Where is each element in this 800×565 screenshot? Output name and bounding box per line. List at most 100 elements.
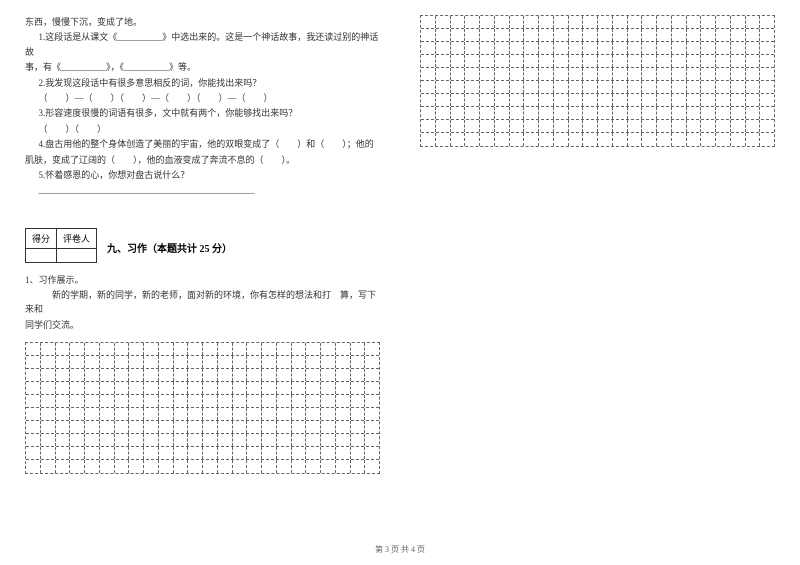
grid-cell [218, 460, 233, 473]
grid-cell [672, 16, 687, 28]
grid-cell [85, 382, 100, 394]
grid-cell [306, 460, 321, 473]
grid-cell [613, 94, 628, 106]
grid-cell [510, 81, 525, 93]
grid-cell [336, 356, 351, 368]
grid-cell [421, 107, 436, 119]
grid-cell [277, 447, 292, 459]
grid-cell [85, 421, 100, 433]
grid-cell [716, 55, 731, 67]
grid-cell [247, 343, 262, 355]
grid-cell [657, 55, 672, 67]
grid-cell [716, 29, 731, 41]
grid-row [421, 133, 774, 146]
grid-cell [188, 382, 203, 394]
grid-cell [85, 408, 100, 420]
grid-cell [672, 133, 687, 146]
grid-cell [129, 343, 144, 355]
grid-cell [642, 120, 657, 132]
grid-cell [218, 369, 233, 381]
grid-cell [701, 81, 716, 93]
grid-cell [203, 395, 218, 407]
grid-cell [115, 369, 130, 381]
grid-cell [642, 133, 657, 146]
grid-cell [436, 29, 451, 41]
grid-cell [306, 343, 321, 355]
grid-cell [262, 421, 277, 433]
grid-cell [321, 395, 336, 407]
grid-cell [292, 395, 307, 407]
grid-cell [524, 81, 539, 93]
grid-cell [554, 81, 569, 93]
grid-cell [760, 16, 774, 28]
grid-cell [421, 16, 436, 28]
grid-cell [144, 395, 159, 407]
grid-cell [159, 434, 174, 446]
grid-cell [421, 81, 436, 93]
left-column: 东西，慢慢下沉，变成了地。 1.这段话是从课文《__________》中选出来的… [0, 0, 400, 565]
grid-cell [129, 395, 144, 407]
grid-cell [451, 81, 466, 93]
grid-cell [129, 408, 144, 420]
grid-row [26, 382, 379, 395]
grid-row [421, 94, 774, 107]
grid-cell [569, 16, 584, 28]
grid-cell [731, 42, 746, 54]
grid-cell [262, 382, 277, 394]
grid-cell [583, 120, 598, 132]
grid-cell [760, 94, 774, 106]
grid-row [26, 356, 379, 369]
score-table: 得分 评卷人 [25, 228, 97, 263]
grid-cell [657, 42, 672, 54]
grid-cell [480, 16, 495, 28]
grid-cell [495, 68, 510, 80]
grid-cell [277, 382, 292, 394]
grid-cell [480, 42, 495, 54]
grid-cell [480, 120, 495, 132]
grid-cell [262, 343, 277, 355]
grid-cell [539, 55, 554, 67]
grid-cell [451, 68, 466, 80]
grid-cell [465, 42, 480, 54]
grid-cell [716, 16, 731, 28]
grid-cell [174, 460, 189, 473]
grid-cell [144, 408, 159, 420]
grid-row [26, 434, 379, 447]
grid-cell [26, 447, 41, 459]
grader-header: 评卷人 [57, 228, 97, 248]
grid-cell [760, 133, 774, 146]
grid-cell [495, 29, 510, 41]
grid-cell [351, 408, 366, 420]
grid-cell [701, 120, 716, 132]
grid-cell [218, 408, 233, 420]
grid-cell [56, 382, 71, 394]
grid-cell [746, 29, 761, 41]
grid-cell [129, 460, 144, 473]
grid-row [421, 29, 774, 42]
grid-cell [203, 460, 218, 473]
grid-cell [569, 107, 584, 119]
grid-cell [306, 395, 321, 407]
grid-cell [174, 382, 189, 394]
grid-cell [233, 408, 248, 420]
grid-cell [716, 120, 731, 132]
grid-cell [115, 356, 130, 368]
grid-cell [672, 94, 687, 106]
grid-cell [716, 107, 731, 119]
grid-cell [583, 81, 598, 93]
grid-cell [436, 120, 451, 132]
grid-cell [539, 29, 554, 41]
grid-cell [687, 133, 702, 146]
grid-cell [731, 29, 746, 41]
grid-cell [321, 434, 336, 446]
grid-cell [642, 55, 657, 67]
question-text: 同学们交流。 [25, 318, 380, 332]
grid-cell [174, 447, 189, 459]
grid-cell [85, 447, 100, 459]
grid-cell [746, 133, 761, 146]
grid-cell [465, 107, 480, 119]
grid-cell [436, 68, 451, 80]
grid-cell [554, 55, 569, 67]
text-line: 肌肤，变成了辽阔的（ ），他的血液变成了奔流不息的（ ）。 [25, 153, 380, 167]
grid-row [26, 460, 379, 473]
